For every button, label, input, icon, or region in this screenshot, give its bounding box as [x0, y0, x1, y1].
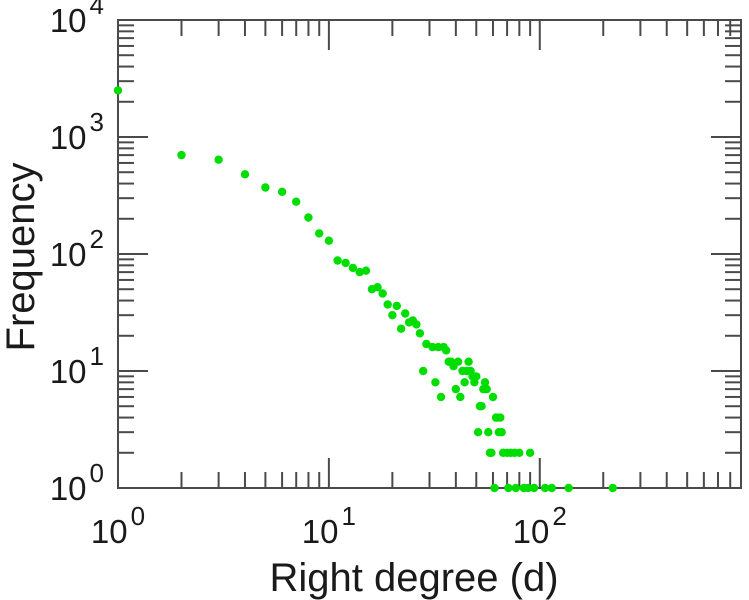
data-point [480, 378, 490, 387]
x-tick-label: 10 2 [513, 501, 567, 550]
data-point [292, 197, 301, 206]
data-point [497, 428, 506, 437]
chart-axes [117, 19, 742, 489]
data-point [373, 283, 382, 292]
data-point [378, 289, 387, 298]
data-point [504, 483, 513, 493]
data-point [473, 428, 483, 437]
data-point [392, 301, 401, 311]
data-point [442, 346, 451, 355]
data-point [453, 357, 463, 366]
data-point [277, 187, 287, 196]
data-point [540, 483, 550, 493]
chart-tick-labels: 10 0 10 1 10 2 10 0 10 1 10 2 10 3 10 4 [50, 0, 567, 550]
data-point [261, 183, 270, 192]
y-tick-label: 10 4 [50, 0, 104, 39]
data-point [419, 366, 428, 376]
data-point [484, 428, 493, 437]
data-point [472, 372, 481, 381]
y-tick-label: 10 0 [50, 458, 104, 507]
data-point [415, 329, 425, 338]
data-point [396, 324, 406, 333]
data-point [333, 256, 342, 265]
x-tick-label: 10 0 [91, 501, 145, 550]
data-point [324, 236, 334, 245]
data-point [361, 266, 371, 275]
data-point [487, 448, 496, 457]
data-point [240, 170, 250, 179]
data-point [412, 320, 421, 329]
data-point [488, 392, 498, 402]
data-point [523, 483, 533, 493]
data-point [113, 86, 123, 95]
data-point [547, 483, 556, 493]
data-point [315, 229, 324, 238]
data-point [388, 311, 397, 320]
data-point [304, 213, 313, 222]
data-point [341, 258, 350, 268]
chart-points [113, 86, 617, 493]
data-point [608, 483, 617, 493]
data-point [214, 155, 223, 164]
data-point [464, 357, 473, 366]
data-point [355, 267, 364, 277]
x-axis-title: Right degree (d) [269, 556, 558, 600]
data-point [383, 300, 392, 309]
y-tick-label: 10 3 [50, 107, 104, 156]
data-point [511, 483, 520, 493]
data-point [460, 378, 469, 387]
data-point [177, 150, 186, 160]
y-tick-label: 10 2 [50, 224, 104, 273]
plot-frame [117, 19, 742, 489]
x-tick-label: 10 1 [302, 501, 356, 550]
data-point [431, 378, 440, 387]
y-tick-label: 10 1 [50, 341, 104, 390]
data-point [436, 392, 446, 402]
data-point [564, 483, 573, 493]
data-point [496, 413, 505, 422]
data-point [529, 483, 539, 493]
data-point [482, 384, 491, 394]
data-point [515, 448, 524, 457]
data-point [490, 483, 499, 493]
data-point [348, 263, 358, 273]
data-point [456, 392, 465, 402]
data-point [401, 309, 410, 318]
y-axis-title: Frequency [0, 163, 43, 352]
data-point [525, 448, 535, 457]
data-point [451, 384, 460, 394]
data-point [477, 402, 486, 411]
